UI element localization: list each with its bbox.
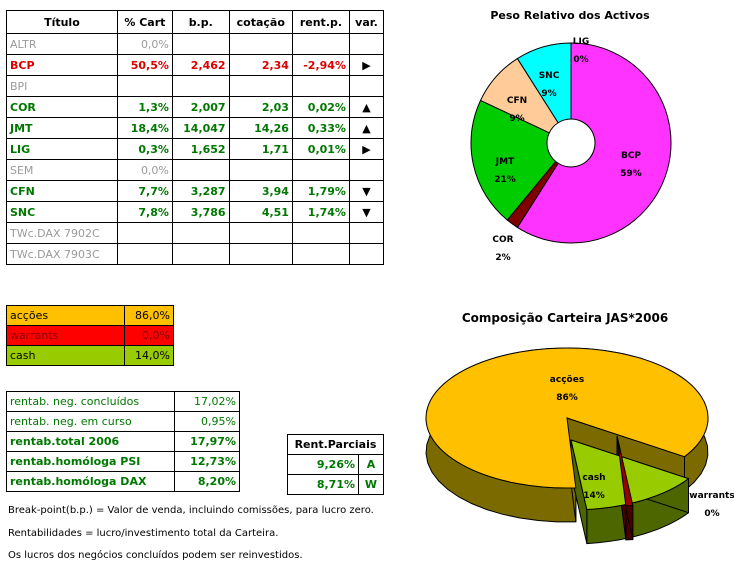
table-row: ALTR 0,0% bbox=[6, 33, 385, 55]
returns-table: rentab. neg. concluídos 17,02% rentab. neg… bbox=[6, 391, 240, 492]
cell-titulo: LIG bbox=[6, 138, 118, 160]
returns-label: rentab. neg. em curso bbox=[6, 411, 175, 432]
arrow-right-icon: ▶ bbox=[362, 58, 371, 72]
pie-value-cfn: 9% bbox=[509, 114, 524, 124]
pie3d-slice-acções bbox=[425, 347, 709, 489]
arrow-down-icon: ▼ bbox=[362, 205, 371, 219]
cell-cotacao bbox=[228, 243, 293, 265]
cell-titulo: JMT bbox=[6, 117, 118, 139]
returns-row: rentab.homóloga DAX 8,20% bbox=[6, 471, 240, 492]
col-cotacao: cotação bbox=[228, 10, 293, 34]
cell-pct-cart bbox=[116, 243, 173, 265]
pie-label-bcp: BCP bbox=[621, 151, 641, 161]
returns-label: rentab.homóloga PSI bbox=[6, 451, 175, 472]
pie3d-slice-cash bbox=[570, 439, 690, 511]
partial-value: 9,26% bbox=[287, 454, 359, 475]
pie-label-snc: SNC bbox=[539, 71, 560, 81]
table-row: JMT 18,4% 14,047 14,26 0,33% ▲ bbox=[6, 117, 385, 139]
col-titulo: Título bbox=[6, 10, 118, 34]
returns-row: rentab. neg. concluídos 17,02% bbox=[6, 391, 240, 412]
chart-composicao-title: Composição Carteira JAS*2006 bbox=[461, 311, 669, 325]
cell-rent-p: 0,33% bbox=[291, 117, 350, 139]
col-var: var. bbox=[348, 10, 385, 34]
note-lucros: Os lucros dos negócios concluídos podem … bbox=[8, 550, 303, 561]
col-pct-cart: % Cart bbox=[116, 10, 173, 34]
table-row: TWc.DAX 7903C bbox=[6, 243, 385, 265]
returns-label: rentab.homóloga DAX bbox=[6, 471, 175, 492]
chart-peso-title: Peso Relativo dos Activos bbox=[490, 9, 650, 22]
pie-label-jmt: JMT bbox=[495, 157, 515, 167]
returns-value: 17,02% bbox=[174, 391, 240, 412]
returns-label: rentab. neg. concluídos bbox=[6, 391, 175, 412]
partial-returns-table: Rent.Parciais 9,26% A 8,71% W bbox=[287, 434, 384, 495]
arrow-up-icon: ▲ bbox=[362, 100, 371, 114]
returns-row: rentab.homóloga PSI 12,73% bbox=[6, 451, 240, 472]
pie-slice-bcp bbox=[516, 42, 672, 244]
pie-slice-jmt bbox=[470, 99, 557, 221]
cell-var: ▶ bbox=[348, 54, 385, 76]
allocation-row: warrants 0,0% bbox=[6, 325, 174, 346]
pie-value-lig: 0% bbox=[573, 55, 588, 65]
allocation-label: cash bbox=[6, 345, 125, 366]
cell-var bbox=[348, 243, 385, 265]
cell-pct-cart: 7,8% bbox=[116, 201, 173, 223]
cell-bp: 2,007 bbox=[171, 96, 230, 118]
arrow-up-icon: ▲ bbox=[362, 121, 371, 135]
cell-cotacao: 1,71 bbox=[228, 138, 293, 160]
returns-row: rentab. neg. em curso 0,95% bbox=[6, 411, 240, 432]
cell-pct-cart: 18,4% bbox=[116, 117, 173, 139]
table-row: SEM 0,0% bbox=[6, 159, 385, 181]
pie3d-slice-warrants bbox=[616, 435, 634, 507]
arrow-down-icon: ▼ bbox=[362, 184, 371, 198]
pie3d-label-warrants: warrants bbox=[689, 491, 734, 501]
pie-slice-snc bbox=[516, 42, 572, 124]
cell-bp: 2,462 bbox=[171, 54, 230, 76]
cell-pct-cart: 50,5% bbox=[116, 54, 173, 76]
returns-value: 8,20% bbox=[174, 471, 240, 492]
pie3d-label-acções: acções bbox=[550, 375, 584, 385]
pie-label-lig: LIG bbox=[573, 37, 589, 47]
cell-bp: 1,652 bbox=[171, 138, 230, 160]
pie-value-snc: 9% bbox=[541, 89, 556, 99]
note-break-point: Break-point(b.p.) = Valor de venda, incl… bbox=[8, 505, 374, 516]
pie3d-value-warrants: 0% bbox=[704, 509, 719, 519]
partial-value: 8,71% bbox=[287, 474, 359, 495]
table-row: BCP 50,5% 2,462 2,34 -2,94% ▶ bbox=[6, 54, 385, 76]
table-row: BPI bbox=[6, 75, 385, 97]
allocation-row: cash 14,0% bbox=[6, 345, 174, 366]
partial-returns-header: Rent.Parciais bbox=[287, 434, 384, 455]
allocation-label: acções bbox=[6, 305, 125, 326]
note-rentabilidades: Rentabilidades = lucro/investimento tota… bbox=[8, 528, 279, 539]
cell-titulo: TWc.DAX 7903C bbox=[6, 243, 118, 265]
pie-label-cor: COR bbox=[492, 235, 513, 245]
cell-pct-cart: 0,0% bbox=[116, 33, 173, 55]
cell-pct-cart: 7,7% bbox=[116, 180, 173, 202]
pie-value-bcp: 59% bbox=[620, 169, 642, 179]
table-row: LIG 0,3% 1,652 1,71 0,01% ▶ bbox=[6, 138, 385, 160]
cell-pct-cart: 1,3% bbox=[116, 96, 173, 118]
allocation-value: 14,0% bbox=[124, 345, 174, 366]
arrow-right-icon: ▶ bbox=[362, 142, 371, 156]
pie3d-value-cash: 14% bbox=[583, 491, 605, 501]
returns-value: 0,95% bbox=[174, 411, 240, 432]
pie-value-cor: 2% bbox=[495, 253, 510, 263]
partial-letter: W bbox=[358, 474, 384, 495]
pie-value-jmt: 21% bbox=[494, 175, 516, 185]
pie3d-value-acções: 86% bbox=[556, 393, 578, 403]
portfolio-table: Título % Cart b.p. cotação rent.p. var. … bbox=[6, 10, 385, 265]
pie3d-label-cash: cash bbox=[582, 473, 605, 483]
portfolio-header-row: Título % Cart b.p. cotação rent.p. var. bbox=[6, 10, 385, 34]
pie-label-cfn: CFN bbox=[507, 96, 527, 106]
allocation-table: acções 86,0% warrants 0,0% cash 14,0% bbox=[6, 305, 174, 366]
cell-titulo: TWc.DAX 7902C bbox=[6, 222, 118, 244]
